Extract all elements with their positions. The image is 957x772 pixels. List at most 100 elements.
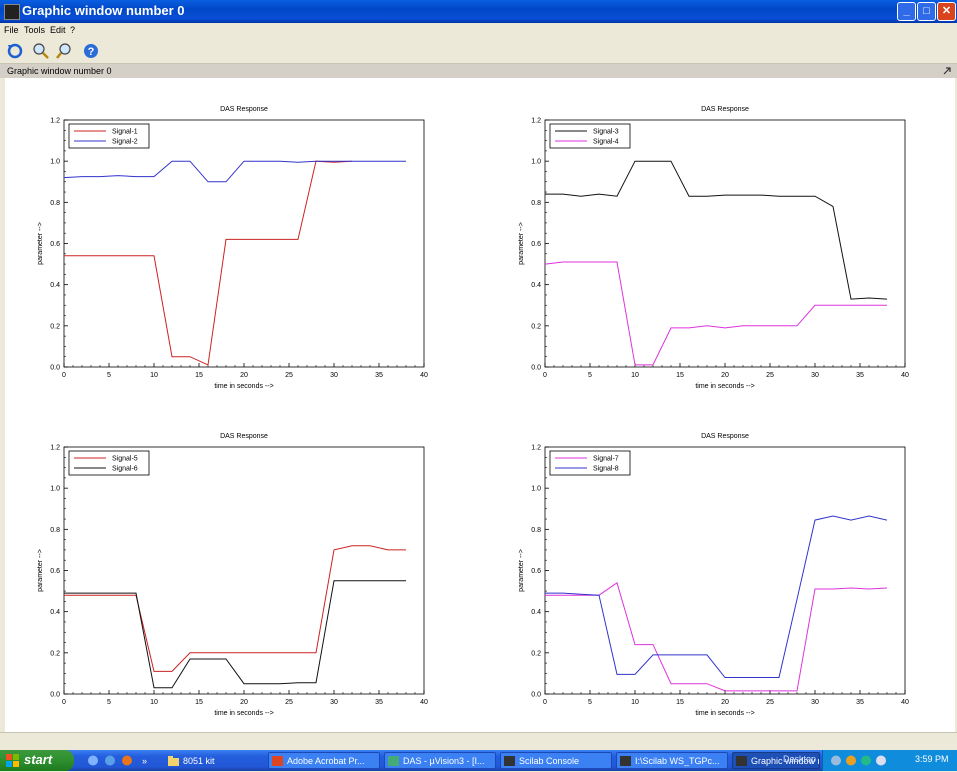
undock-icon[interactable] — [942, 66, 952, 76]
x-tick-label: 5 — [107, 372, 111, 379]
legend: Signal-5 Signal-6 — [68, 450, 150, 476]
close-button[interactable]: ✕ — [937, 2, 956, 21]
rotate-icon[interactable] — [6, 42, 24, 60]
series-line-2 — [545, 515, 888, 678]
y-tick-label: 1.0 — [50, 159, 60, 166]
antivirus-icon[interactable] — [846, 755, 856, 766]
plot-canvas: DAS Response 0 5 10 15 20 25 30 35 40 0.0 0.2 0.4 0.6… — [5, 78, 955, 732]
clock: 3:59 PM — [915, 754, 949, 764]
y-tick-label: 0.6 — [531, 241, 541, 248]
start-label: start — [24, 752, 53, 767]
tray-app-icon[interactable] — [861, 755, 871, 766]
windows-logo-icon — [6, 754, 19, 767]
desktop-toolbar-label[interactable]: Desktop — [783, 754, 817, 764]
y-tick-label: 0.8 — [531, 527, 541, 534]
x-tick-label: 10 — [631, 372, 639, 379]
taskbar-item-8051[interactable]: 8051 kit — [164, 752, 260, 769]
plot-frame — [544, 446, 906, 695]
plot-frame — [544, 119, 906, 368]
x-axis-label: time in seconds --> — [214, 383, 273, 390]
menu-tools[interactable]: Tools — [24, 25, 46, 35]
y-tick-label: 0.2 — [531, 323, 541, 330]
legend-label: Signal-2 — [112, 139, 138, 146]
y-tick-label: 0.6 — [50, 568, 60, 575]
network-icon[interactable] — [831, 755, 841, 766]
zoom-in-icon[interactable] — [32, 42, 50, 60]
series-line-2 — [64, 580, 406, 689]
scilab-icon — [620, 756, 631, 766]
plot-frame — [63, 119, 425, 368]
scilab-icon — [504, 756, 515, 766]
legend-label: Signal-4 — [593, 139, 619, 146]
y-tick-label: 0.8 — [50, 200, 60, 207]
y-tick-label: 0.4 — [531, 282, 541, 289]
x-axis-label: time in seconds --> — [214, 710, 273, 717]
y-axis-label: parameter --> — [37, 222, 44, 265]
x-tick-label: 40 — [420, 372, 428, 379]
y-axis-label: parameter --> — [37, 549, 44, 592]
scilab-app-icon — [4, 4, 20, 20]
x-tick-label: 10 — [631, 699, 639, 706]
x-tick-label: 10 — [150, 372, 158, 379]
x-tick-label: 30 — [330, 372, 338, 379]
chart-title: DAS Response — [701, 433, 749, 440]
menu-help[interactable]: ? — [70, 25, 76, 35]
maximize-button[interactable]: □ — [917, 2, 936, 21]
x-tick-label: 25 — [285, 699, 293, 706]
x-tick-label: 5 — [588, 372, 592, 379]
taskbar-item-acrobat[interactable]: Adobe Acrobat Pr... — [268, 752, 380, 769]
x-tick-label: 0 — [543, 372, 547, 379]
x-tick-label: 35 — [375, 372, 383, 379]
x-tick-label: 15 — [676, 372, 684, 379]
y-tick-label: 0.2 — [50, 650, 60, 657]
quick-launch: » — [86, 754, 152, 767]
x-tick-label: 0 — [62, 699, 66, 706]
x-tick-label: 20 — [721, 372, 729, 379]
y-tick-label: 0.0 — [531, 365, 541, 372]
x-tick-label: 25 — [285, 372, 293, 379]
x-tick-label: 5 — [107, 699, 111, 706]
y-tick-label: 0.6 — [531, 568, 541, 575]
y-tick-label: 1.2 — [50, 445, 60, 452]
y-tick-label: 0.4 — [50, 282, 60, 289]
taskbar-item-scilab-ws[interactable]: I:\Scilab WS_TGPc... — [616, 752, 728, 769]
start-button[interactable]: start — [0, 750, 74, 771]
legend-label: Signal-7 — [593, 456, 619, 463]
uvision-icon — [388, 756, 399, 766]
menu-file[interactable]: File — [4, 25, 19, 35]
firefox-icon[interactable] — [122, 755, 132, 766]
chart-title: DAS Response — [220, 106, 268, 113]
figure-subtitle-bar: Graphic window number 0 — [0, 64, 957, 78]
y-tick-label: 0.0 — [531, 692, 541, 699]
taskbar-item-graphic-window[interactable]: Graphic window nu... — [732, 752, 820, 769]
x-tick-label: 0 — [543, 699, 547, 706]
minimize-button[interactable]: _ — [897, 2, 916, 21]
chart-4: DAS Response 0 5 10 15 20 25 30 35 40 0.0 0.2 0.4 0.6… — [518, 433, 909, 717]
series-line-1 — [64, 545, 406, 672]
legend-label: Signal-8 — [593, 466, 619, 473]
ie-icon[interactable] — [88, 755, 98, 766]
y-tick-label: 0.0 — [50, 692, 60, 699]
x-tick-label: 35 — [375, 699, 383, 706]
help-icon[interactable]: ? — [82, 42, 100, 60]
menu-edit[interactable]: Edit — [50, 25, 66, 35]
x-tick-label: 15 — [676, 699, 684, 706]
y-tick-label: 0.2 — [50, 323, 60, 330]
x-axis-label: time in seconds --> — [695, 710, 754, 717]
system-tray: Desktop 3:59 PM — [783, 750, 957, 771]
legend-box — [549, 123, 631, 149]
media-icon[interactable] — [105, 755, 115, 766]
window-title: Graphic window number 0 — [22, 3, 185, 18]
zoom-out-icon[interactable] — [56, 42, 74, 60]
legend: Signal-1 Signal-2 — [68, 123, 150, 149]
figure-subtitle: Graphic window number 0 — [7, 66, 112, 76]
x-tick-label: 15 — [195, 372, 203, 379]
series-line-2 — [544, 261, 887, 366]
series-line-1 — [64, 160, 353, 366]
taskbar-item-scilab-console[interactable]: Scilab Console — [500, 752, 612, 769]
taskbar-item-uvision[interactable]: DAS - µVision3 - [I... — [384, 752, 496, 769]
x-tick-label: 40 — [901, 699, 909, 706]
x-tick-label: 25 — [766, 372, 774, 379]
bluetooth-icon[interactable] — [876, 755, 886, 766]
legend-box — [68, 123, 150, 149]
